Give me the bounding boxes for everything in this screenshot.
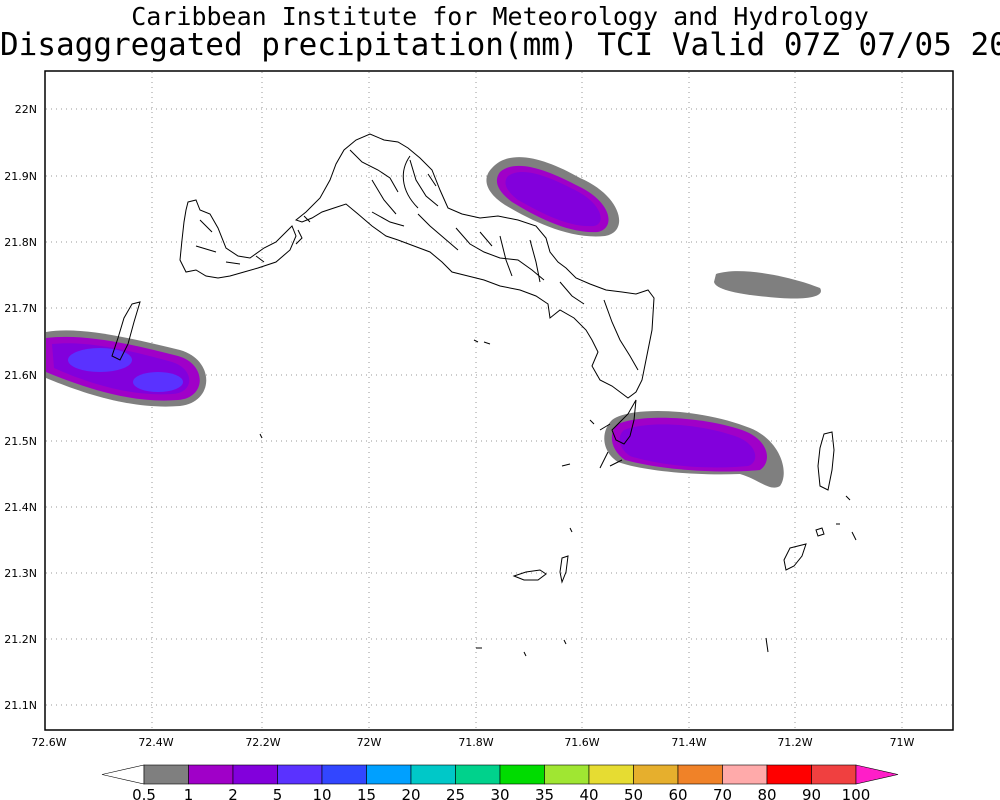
lon-tick-label: 72.2W <box>245 736 280 749</box>
lat-axis: 22N 21.9N 21.8N 21.7N 21.6N 21.5N 21.4N … <box>4 103 37 712</box>
lon-tick-label: 72W <box>357 736 382 749</box>
lat-tick-label: 21.3N <box>4 567 37 580</box>
lat-tick-label: 21.6N <box>4 369 37 382</box>
lat-tick-label: 21.1N <box>4 699 37 712</box>
lat-tick-label: 21.8N <box>4 236 37 249</box>
lon-tick-label: 72.6W <box>31 736 66 749</box>
lat-tick-label: 21.5N <box>4 435 37 448</box>
precip-area-east <box>714 271 821 299</box>
lon-tick-label: 71W <box>890 736 915 749</box>
colorbar-label: 30 <box>490 786 509 800</box>
lon-tick-label: 71.8W <box>458 736 493 749</box>
precip-area-south <box>604 410 784 488</box>
lon-tick-label: 71.2W <box>777 736 812 749</box>
colorbar-swatch <box>143 764 189 785</box>
colorbar-label: 80 <box>757 786 776 800</box>
colorbar-swatch <box>766 764 812 785</box>
colorbar: 0.5 1 2 5 10 15 20 25 30 35 40 50 60 70 80 90 100 <box>101 764 899 800</box>
colorbar-swatch <box>722 764 768 785</box>
lon-tick-label: 71.4W <box>671 736 706 749</box>
colorbar-swatch <box>410 764 456 785</box>
colorbar-label: 5 <box>273 786 283 800</box>
colorbar-label: 25 <box>446 786 465 800</box>
colorbar-label: 1 <box>184 786 194 800</box>
lat-tick-label: 21.2N <box>4 633 37 646</box>
colorbar-label: 35 <box>535 786 554 800</box>
colorbar-label: 40 <box>579 786 598 800</box>
colorbar-swatch <box>455 764 501 785</box>
colorbar-label: 70 <box>713 786 732 800</box>
lon-axis: 72.6W 72.4W 72.2W 72W 71.8W 71.6W 71.4W … <box>31 736 914 749</box>
lat-tick-label: 22N <box>15 103 37 116</box>
lat-tick-label: 21.7N <box>4 302 37 315</box>
colorbar-above-arrow <box>855 764 899 785</box>
colorbar-swatch <box>677 764 723 785</box>
colorbar-swatch <box>588 764 634 785</box>
colorbar-label: 10 <box>312 786 331 800</box>
colorbar-label: 2 <box>228 786 238 800</box>
colorbar-label: 15 <box>357 786 376 800</box>
colorbar-swatch <box>544 764 590 785</box>
lon-tick-label: 71.6W <box>564 736 599 749</box>
institute-title: Caribbean Institute for Meteorology and … <box>131 2 869 31</box>
colorbar-swatch <box>232 764 278 785</box>
colorbar-swatch <box>811 764 857 785</box>
coastlines <box>111 133 857 657</box>
colorbar-below-arrow <box>101 764 145 785</box>
colorbar-swatch <box>366 764 412 785</box>
colorbar-label: 60 <box>668 786 687 800</box>
colorbar-swatch <box>321 764 367 785</box>
lon-tick-label: 72.4W <box>138 736 173 749</box>
colorbar-label: 50 <box>624 786 643 800</box>
colorbar-swatch <box>277 764 323 785</box>
colorbar-swatch <box>499 764 545 785</box>
colorbar-label: 20 <box>401 786 420 800</box>
product-title: Disaggregated precipitation(mm) TCI Vali… <box>0 27 1000 63</box>
lat-tick-label: 21.9N <box>4 170 37 183</box>
precip-area-north <box>486 157 620 237</box>
colorbar-label: 0.5 <box>132 786 156 800</box>
colorbar-swatch <box>188 764 234 785</box>
colorbar-swatch <box>633 764 679 785</box>
colorbar-label: 90 <box>802 786 821 800</box>
colorbar-label: 100 <box>842 786 871 800</box>
precip-area-west <box>46 330 207 407</box>
lat-tick-label: 21.4N <box>4 501 37 514</box>
